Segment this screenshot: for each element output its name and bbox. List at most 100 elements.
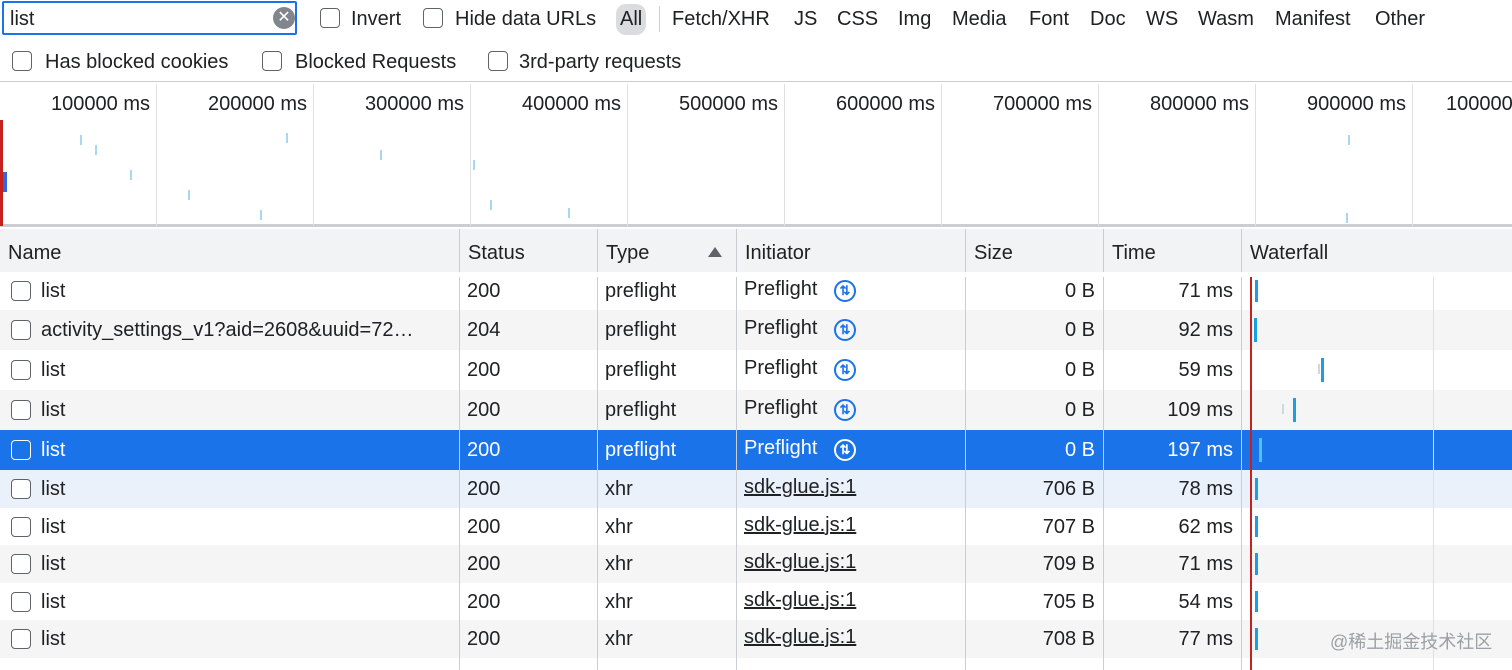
column-header[interactable]: Name xyxy=(8,242,62,264)
checkbox[interactable] xyxy=(320,8,340,28)
checkbox[interactable] xyxy=(11,591,31,612)
column-header[interactable]: Waterfall xyxy=(1241,229,1512,277)
initiator[interactable]: sdk-glue.js:1 xyxy=(744,552,857,572)
type-filter[interactable]: Fetch/XHR xyxy=(672,8,770,30)
table-row[interactable] xyxy=(0,545,1241,583)
overview-tick-label: 300000 ms xyxy=(365,93,464,115)
checkbox[interactable] xyxy=(11,440,31,460)
waterfall-row xyxy=(1241,545,1512,583)
overview-bar xyxy=(130,170,132,180)
checkbox[interactable] xyxy=(262,51,282,71)
clear-icon[interactable]: ✕ xyxy=(273,7,295,29)
table-row[interactable] xyxy=(0,310,1241,350)
checkbox[interactable] xyxy=(423,8,443,28)
preflight-icon[interactable]: ⇅ xyxy=(834,280,856,302)
table-row[interactable] xyxy=(0,620,1241,658)
type-filter[interactable]: Manifest xyxy=(1275,8,1351,30)
table-row[interactable] xyxy=(0,508,1241,545)
waterfall-bar xyxy=(1282,404,1284,414)
column-divider xyxy=(965,277,966,670)
column-divider xyxy=(1103,277,1104,670)
waterfall-row xyxy=(1241,508,1512,545)
column-header[interactable]: Type xyxy=(597,229,736,277)
option-label[interactable]: Blocked Requests xyxy=(295,51,457,73)
column-header[interactable]: Size xyxy=(965,229,1103,277)
column-header[interactable]: Initiator xyxy=(736,229,965,277)
column-header[interactable]: Status xyxy=(459,229,597,277)
table-row[interactable] xyxy=(0,470,1241,508)
waterfall-row xyxy=(1241,583,1512,620)
waterfall-bar xyxy=(1321,358,1324,382)
type-filter[interactable]: Media xyxy=(952,8,1007,30)
request-name: activity_settings_v1?aid=2608&uuid=72… xyxy=(41,320,414,340)
overview-bar xyxy=(260,210,262,220)
waterfall-row xyxy=(1241,310,1512,350)
overview-tick-label: 500000 ms xyxy=(679,93,778,115)
column-header[interactable]: Time xyxy=(1103,229,1241,277)
overview-bar xyxy=(1346,213,1348,223)
type-filter[interactable]: Doc xyxy=(1090,8,1126,30)
type-filter[interactable]: All xyxy=(616,4,647,35)
type-filter[interactable]: Other xyxy=(1375,8,1426,30)
initiator[interactable]: sdk-glue.js:1 xyxy=(744,589,857,610)
checkbox[interactable] xyxy=(11,516,31,537)
size: 706 B xyxy=(1042,479,1095,499)
invert-label[interactable]: Invert xyxy=(351,8,402,30)
status: 200 xyxy=(467,516,501,537)
table-row[interactable] xyxy=(0,390,1241,430)
waterfall-bar xyxy=(1255,628,1258,650)
preflight-icon[interactable]: ⇅ xyxy=(834,439,856,461)
initiator[interactable]: sdk-glue.js:1 xyxy=(744,514,857,535)
overview-bar xyxy=(95,145,97,155)
table-row[interactable] xyxy=(0,583,1241,620)
sort-arrow xyxy=(708,247,722,257)
type: preflight xyxy=(605,400,677,420)
waterfall-marker xyxy=(1250,277,1252,670)
table-row[interactable] xyxy=(0,430,1241,470)
checkbox[interactable] xyxy=(11,629,31,649)
checkbox[interactable] xyxy=(12,51,32,71)
type-filter[interactable]: Font xyxy=(1029,8,1070,30)
waterfall-row xyxy=(1241,620,1512,658)
type: preflight xyxy=(605,360,677,380)
checkbox[interactable] xyxy=(488,51,508,71)
request-name: list xyxy=(41,400,66,420)
checkbox[interactable] xyxy=(11,320,31,340)
checkbox[interactable] xyxy=(11,554,31,574)
checkbox[interactable] xyxy=(11,479,31,499)
overview-tick-label: 600000 ms xyxy=(836,93,935,115)
request-name: list xyxy=(41,591,66,612)
size: 0 B xyxy=(1064,360,1095,380)
status: 200 xyxy=(467,360,501,380)
checkbox[interactable] xyxy=(11,360,31,380)
option-label[interactable]: 3rd-party requests xyxy=(519,51,682,73)
column-divider xyxy=(597,277,598,670)
option-label[interactable]: Has blocked cookies xyxy=(45,51,229,73)
initiator[interactable]: sdk-glue.js:1 xyxy=(744,627,857,647)
type-filter[interactable]: JS xyxy=(794,8,818,30)
waterfall-row xyxy=(1241,430,1512,470)
type-filter[interactable]: Wasm xyxy=(1198,8,1254,30)
checkbox[interactable] xyxy=(11,400,31,420)
preflight-icon[interactable]: ⇅ xyxy=(834,319,856,341)
size: 705 B xyxy=(1042,591,1095,612)
type-filter[interactable]: CSS xyxy=(837,8,879,30)
type: preflight xyxy=(605,281,677,301)
table-row[interactable] xyxy=(0,272,1241,310)
overview-divider xyxy=(470,84,471,226)
preflight-icon[interactable]: ⇅ xyxy=(834,359,856,381)
search-box[interactable] xyxy=(2,1,297,35)
waterfall-bar xyxy=(1293,398,1296,422)
status: 200 xyxy=(467,400,501,420)
initiator[interactable]: sdk-glue.js:1 xyxy=(744,477,857,497)
hide-data-urls-label[interactable]: Hide data URLs xyxy=(455,8,597,30)
time: 71 ms xyxy=(1178,554,1233,574)
overview-tick-label: 700000 ms xyxy=(993,93,1092,115)
time: 197 ms xyxy=(1167,440,1233,460)
request-name: list xyxy=(41,629,66,649)
table-row[interactable] xyxy=(0,350,1241,390)
type-filter[interactable]: WS xyxy=(1146,8,1179,30)
checkbox[interactable] xyxy=(11,281,31,301)
preflight-icon[interactable]: ⇅ xyxy=(834,399,856,421)
type-filter[interactable]: Img xyxy=(898,8,932,30)
